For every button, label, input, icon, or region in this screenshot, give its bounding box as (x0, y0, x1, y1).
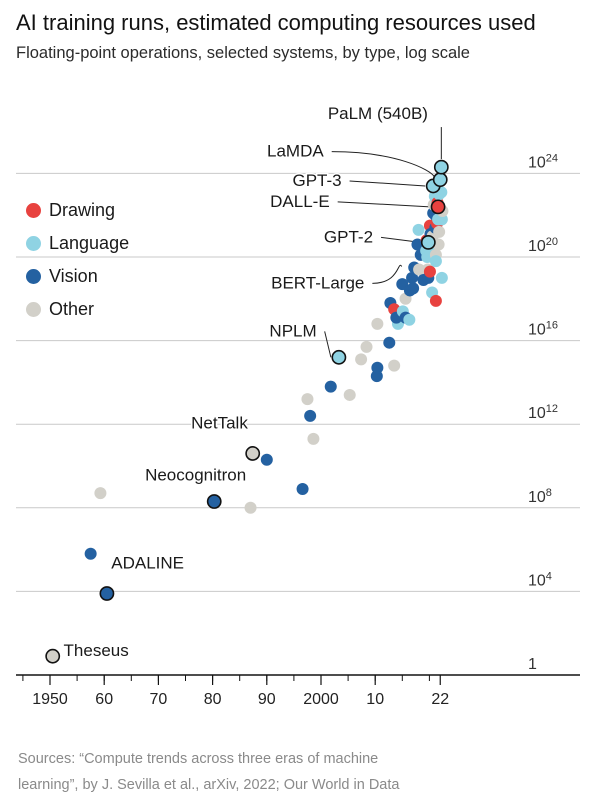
data-point-language (435, 271, 448, 284)
data-point-other (413, 263, 426, 276)
data-point-other (433, 225, 446, 238)
data-point-language (429, 255, 442, 268)
data-point-neocognitron (206, 494, 222, 509)
leader-line-bert-large (372, 264, 403, 284)
y-tick-label-8: 108 (528, 487, 552, 506)
data-point-other (94, 487, 107, 500)
x-tick-label-22: 22 (431, 691, 449, 708)
data-point-vision (84, 547, 97, 560)
legend-label-drawing: Drawing (49, 200, 116, 220)
y-tick-label-16: 1016 (528, 320, 558, 339)
scatter-chart: 1 104 108 1012 1016 1020 1024 1950 60 70 80 90 2000 1… (16, 103, 580, 708)
legend-item-other: Other (26, 293, 129, 326)
x-tick-label-70: 70 (150, 691, 168, 708)
data-point-dall-e (430, 199, 446, 215)
leader-line-gpt-3 (349, 180, 426, 187)
data-point-vision (324, 380, 337, 393)
annotation-adaline: ADALINE (111, 553, 184, 572)
y-tick-label-4: 104 (528, 570, 552, 589)
y-tick-label-24: 1024 (528, 152, 558, 171)
data-point-other (355, 353, 368, 366)
x-tick-label-90: 90 (258, 691, 276, 708)
legend-label-other: Other (49, 299, 95, 319)
data-point-other (360, 340, 373, 353)
data-point-vision (411, 238, 424, 251)
data-point-theseus (45, 648, 61, 664)
annotation-theseus: Theseus (64, 641, 129, 660)
annotation-dall-e: DALL-E (270, 192, 330, 211)
legend-swatch-vision (26, 269, 41, 284)
data-point-drawing (429, 294, 442, 307)
y-tick-label-12: 1012 (528, 403, 558, 422)
legend-item-drawing: Drawing (26, 194, 129, 227)
legend-item-language: Language (26, 227, 129, 260)
leader-line-dall-e (337, 201, 431, 208)
legend-swatch-other (26, 302, 41, 317)
data-point-vision (260, 453, 273, 466)
annotation-nettalk: NetTalk (191, 413, 248, 432)
annotation-gpt-3: GPT-3 (292, 171, 341, 190)
x-tick-label-1950: 1950 (32, 691, 68, 708)
data-point-gpt-2 (420, 234, 436, 250)
legend-item-vision: Vision (26, 260, 129, 293)
data-point-other (388, 359, 401, 372)
legend-label-language: Language (49, 233, 130, 253)
data-point-other (244, 501, 257, 514)
data-point-adaline (99, 586, 115, 601)
data-point-other (371, 317, 384, 330)
source-note: Sources: “Compute trends across three er… (18, 746, 578, 798)
data-point-vision (304, 409, 317, 422)
annotation-gpt-2: GPT-2 (324, 227, 373, 246)
data-point-palm-540b- (433, 159, 449, 175)
data-point-lamda (432, 172, 448, 188)
data-point-nettalk (245, 446, 261, 461)
data-point-vision (296, 482, 309, 495)
data-point-language (412, 223, 425, 236)
data-point-vision (406, 271, 419, 284)
data-point-other (301, 393, 314, 406)
legend-swatch-language (26, 236, 41, 251)
source-line-2: learning”, by J. Sevilla et al., arXiv, … (18, 777, 400, 793)
data-point-vision (383, 336, 396, 349)
source-line-1: Sources: “Compute trends across three er… (18, 751, 379, 767)
leader-line-nplm (324, 331, 332, 358)
legend-label-vision: Vision (49, 266, 98, 286)
data-point-nplm (331, 349, 347, 365)
x-tick-label-10: 10 (366, 691, 384, 708)
data-point-other (343, 388, 356, 401)
annotation-bert-large: BERT-Large (271, 273, 364, 292)
annotation-nplm: NPLM (269, 321, 316, 340)
leader-line-lamda (331, 151, 435, 177)
data-point-other (307, 432, 320, 445)
annotation-lamda: LaMDA (267, 142, 324, 161)
data-point-drawing (423, 265, 436, 278)
legend: Drawing Language Vision Other (26, 194, 129, 326)
annotation-neocognitron: Neocognitron (145, 466, 246, 485)
y-tick-label-0: 1 (528, 656, 537, 673)
x-tick-label-2000: 2000 (303, 691, 339, 708)
legend-swatch-drawing (26, 203, 41, 218)
data-point-language (403, 313, 416, 326)
y-tick-label-20: 1020 (528, 236, 558, 255)
annotation-palm-540b-: PaLM (540B) (328, 104, 428, 123)
x-tick-label-80: 80 (204, 691, 222, 708)
chart-subtitle: Floating-point operations, selected syst… (16, 44, 470, 62)
chart-title: AI training runs, estimated computing re… (16, 10, 536, 35)
x-tick-label-60: 60 (95, 691, 113, 708)
data-point-vision (407, 282, 420, 295)
data-point-vision (371, 361, 384, 374)
